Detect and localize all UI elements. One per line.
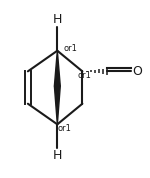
Text: H: H [53, 13, 62, 26]
Text: or1: or1 [78, 70, 92, 80]
Text: or1: or1 [63, 44, 77, 53]
Text: H: H [53, 149, 62, 162]
Polygon shape [54, 51, 60, 86]
Text: or1: or1 [57, 124, 71, 132]
Polygon shape [54, 86, 60, 124]
Text: O: O [132, 65, 142, 78]
